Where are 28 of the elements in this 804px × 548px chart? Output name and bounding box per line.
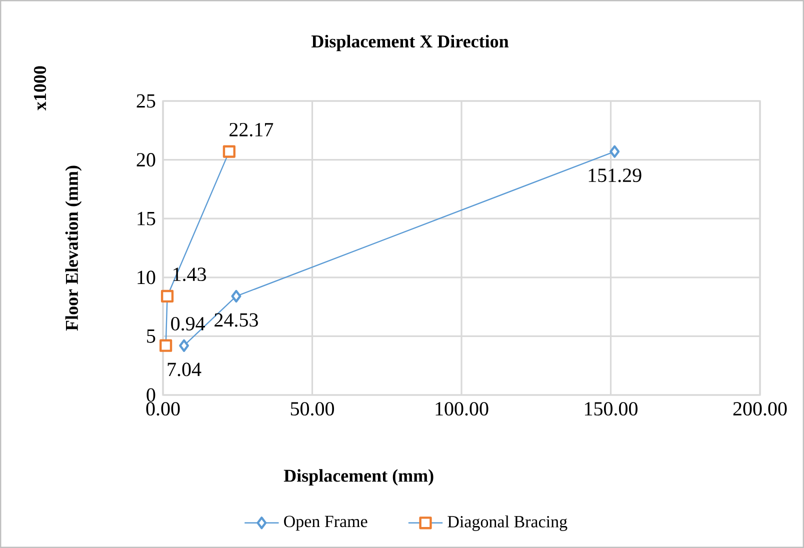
annotation: 0.94 [171, 316, 205, 331]
point [222, 145, 236, 158]
legend-label: Open Frame [284, 516, 368, 531]
y-tick-label: 10 [138, 270, 156, 284]
y-tick-label: 25 [136, 94, 156, 108]
x-tick-label: 0.00 [146, 402, 180, 416]
y-tick-label: 20 [136, 153, 156, 167]
x-tick-label: 50.00 [290, 402, 334, 416]
chart-title: Displacement X Direction [312, 34, 509, 52]
text: x1000 [34, 66, 46, 110]
x-tick-label: 150.00 [585, 402, 638, 416]
x-tick-label: 200.00 [733, 402, 787, 416]
point [610, 145, 620, 158]
annotation: 24.53 [214, 313, 258, 327]
point [160, 290, 174, 303]
point [231, 290, 242, 303]
y-tick-label: 0 [146, 388, 156, 402]
legend-label: Diagonal Bracing [448, 515, 568, 531]
point [160, 339, 172, 352]
x-tick-label: 100.00 [436, 402, 488, 416]
y-tick-label: 5 [147, 330, 156, 343]
annotation: 7.04 [168, 362, 202, 376]
point [179, 339, 190, 352]
y-axis-title: Floor Elevation (mm) [65, 166, 82, 331]
annotation: 22.17 [230, 122, 274, 137]
annotation: 151.29 [588, 168, 642, 182]
y-tick-label: 15 [138, 212, 156, 226]
x-axis-title: Displacement (mm) [284, 469, 434, 486]
